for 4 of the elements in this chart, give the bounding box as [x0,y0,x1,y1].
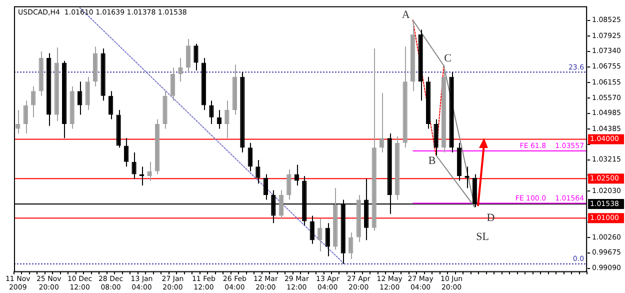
annotation: SL [476,230,490,243]
annotation: B [428,155,436,168]
annotation: A [402,9,410,22]
annotation: C [444,52,452,65]
